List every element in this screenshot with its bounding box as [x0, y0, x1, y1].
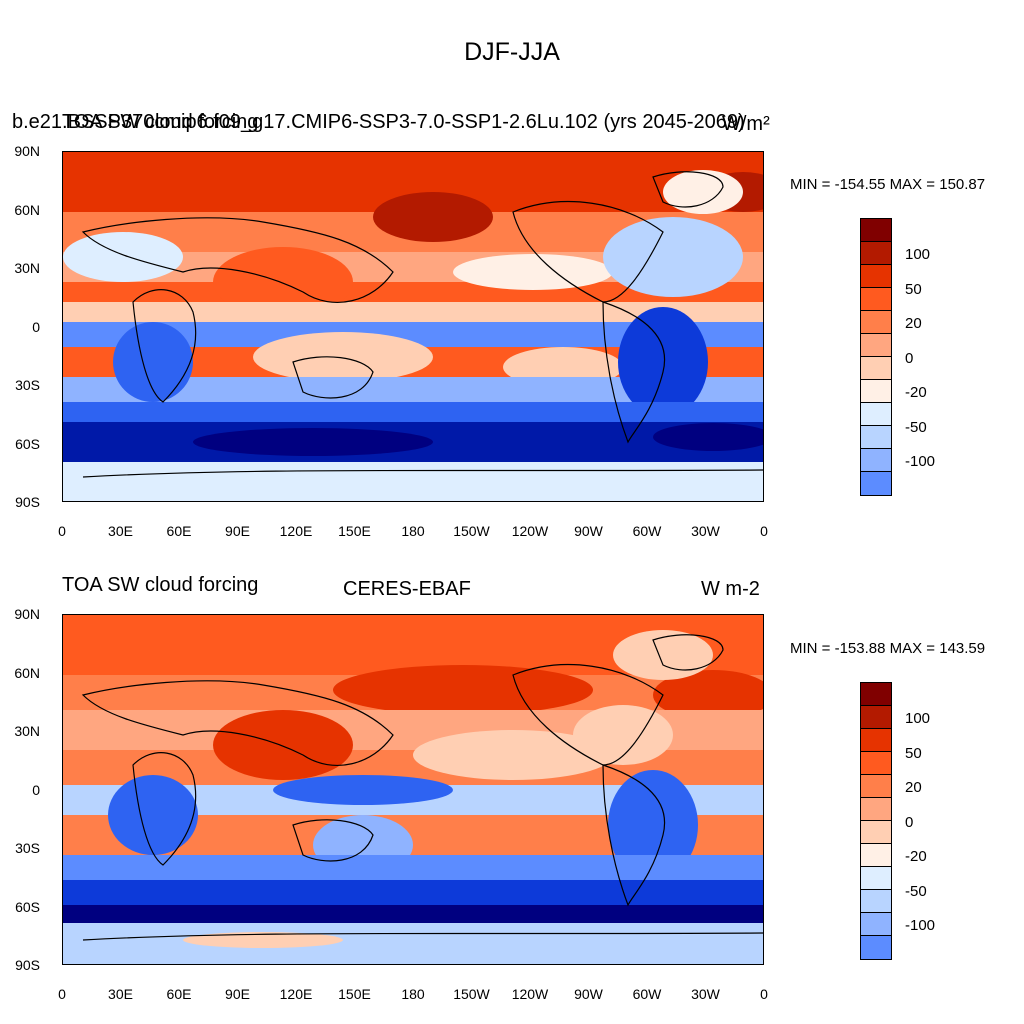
figure-title: DJF-JJA	[464, 38, 560, 66]
panel-units: W/m²	[722, 113, 770, 135]
longitude-label: 30W	[691, 986, 720, 1002]
colorbar-swatch	[861, 936, 891, 959]
latitude-label: 90S	[15, 957, 40, 973]
latitude-label: 0	[32, 781, 40, 798]
colorbar-label: 20	[905, 779, 922, 796]
colorbar-swatch	[861, 867, 891, 890]
colorbar-label: 100	[905, 246, 931, 263]
contour-field	[63, 615, 763, 964]
longitude-label: 150E	[338, 986, 371, 1002]
panel-left-title: TOA SW cloud forcing	[62, 111, 259, 133]
colorbar-label: -20	[905, 384, 927, 401]
colorbar-swatch	[861, 449, 891, 472]
colorbar-swatch	[861, 913, 891, 936]
colorbar-swatch	[861, 403, 891, 426]
latitude-label: 30S	[15, 840, 40, 856]
longitude-label: 0	[760, 986, 768, 1002]
latitude-label: 30N	[14, 723, 40, 739]
colorbar-swatch	[861, 844, 891, 867]
colorbar-swatch	[861, 729, 891, 752]
longitude-label: 60W	[632, 523, 662, 539]
longitude-label: 0	[58, 986, 66, 1002]
colorbar-swatch	[861, 798, 891, 821]
colorbar-swatch	[861, 311, 891, 334]
colorbar-swatch	[861, 380, 891, 403]
latitude-label: 60N	[14, 201, 40, 218]
colorbar-label: -50	[905, 882, 927, 900]
colorbar-swatch	[861, 242, 891, 265]
longitude-label: 30W	[691, 523, 720, 539]
panel-model: TOA SW cloud forcing b.e21.BSSP370cmip6.…	[0, 0, 1024, 502]
min-max-label: MIN = -153.88 MAX = 143.59	[790, 640, 986, 657]
longitude-label: 150E	[338, 523, 371, 539]
colorbar-label: -100	[905, 453, 936, 470]
colorbar	[860, 218, 892, 496]
longitude-label: 60E	[166, 986, 192, 1002]
longitude-label: 30E	[108, 986, 133, 1002]
longitude-label: 120W	[511, 986, 549, 1002]
min-max-label: MIN = -154.55 MAX = 150.87	[790, 176, 986, 193]
longitude-label: 180	[401, 523, 425, 539]
colorbar-label: 100	[905, 710, 931, 727]
colorbar-swatch	[861, 265, 891, 288]
longitude-label: 150W	[453, 523, 490, 539]
latitude-label: 90S	[15, 494, 40, 510]
colorbar-swatch	[861, 775, 891, 798]
colorbar-swatch	[861, 219, 891, 242]
colorbar-swatch	[861, 706, 891, 729]
latitude-label: 60S	[15, 898, 40, 915]
longitude-label: 60E	[166, 523, 192, 539]
latitude-label: 90N	[14, 143, 40, 159]
longitude-label: 90W	[574, 986, 603, 1002]
latitude-label: 30N	[14, 260, 40, 276]
panel-center-title: b.e21.BSSP370cmip6.f09_g17.CMIP6-SSP3-7.…	[12, 111, 745, 133]
contour-field	[63, 152, 763, 501]
panel-units: W m-2	[701, 578, 760, 600]
colorbar-label: 0	[905, 349, 914, 367]
longitude-label: 120E	[279, 523, 313, 539]
longitude-label: 90E	[225, 986, 250, 1002]
longitude-label: 90W	[574, 523, 603, 539]
colorbar-swatch	[861, 683, 891, 706]
panel-center-title: CERES-EBAF	[343, 578, 471, 600]
colorbar	[860, 682, 892, 960]
longitude-label: 180	[401, 986, 425, 1002]
colorbar-swatch	[861, 752, 891, 775]
latitude-label: 90N	[14, 606, 40, 622]
colorbar-swatch	[861, 334, 891, 357]
colorbar-swatch	[861, 357, 891, 380]
latitude-label: 60N	[14, 664, 40, 681]
longitude-label: 90E	[225, 523, 250, 539]
longitude-label: 0	[58, 523, 66, 539]
colorbar-swatch	[861, 821, 891, 844]
latitude-label: 0	[32, 318, 40, 335]
colorbar-label: 50	[905, 280, 922, 298]
longitude-label: 30E	[108, 523, 133, 539]
colorbar-swatch	[861, 288, 891, 311]
latitude-label: 60S	[15, 435, 40, 452]
longitude-label: 150W	[453, 986, 490, 1002]
colorbar-label: 20	[905, 315, 922, 332]
map-obs	[62, 614, 764, 965]
map-model	[62, 151, 764, 502]
colorbar-label: -20	[905, 848, 927, 865]
colorbar-label: -50	[905, 418, 927, 436]
longitude-label: 60W	[632, 986, 662, 1002]
colorbar-swatch	[861, 426, 891, 449]
panel-obs: TOA SW cloud forcing CERES-EBAF W m-2	[0, 464, 1024, 965]
panel-left-title: TOA SW cloud forcing	[62, 574, 259, 596]
colorbar-label: -100	[905, 917, 936, 934]
latitude-label: 30S	[15, 377, 40, 393]
colorbar-label: 50	[905, 744, 922, 762]
longitude-label: 120E	[279, 986, 313, 1002]
colorbar-swatch	[861, 472, 891, 495]
colorbar-swatch	[861, 890, 891, 913]
colorbar-label: 0	[905, 813, 914, 831]
longitude-label: 0	[760, 523, 768, 539]
longitude-label: 120W	[511, 523, 549, 539]
